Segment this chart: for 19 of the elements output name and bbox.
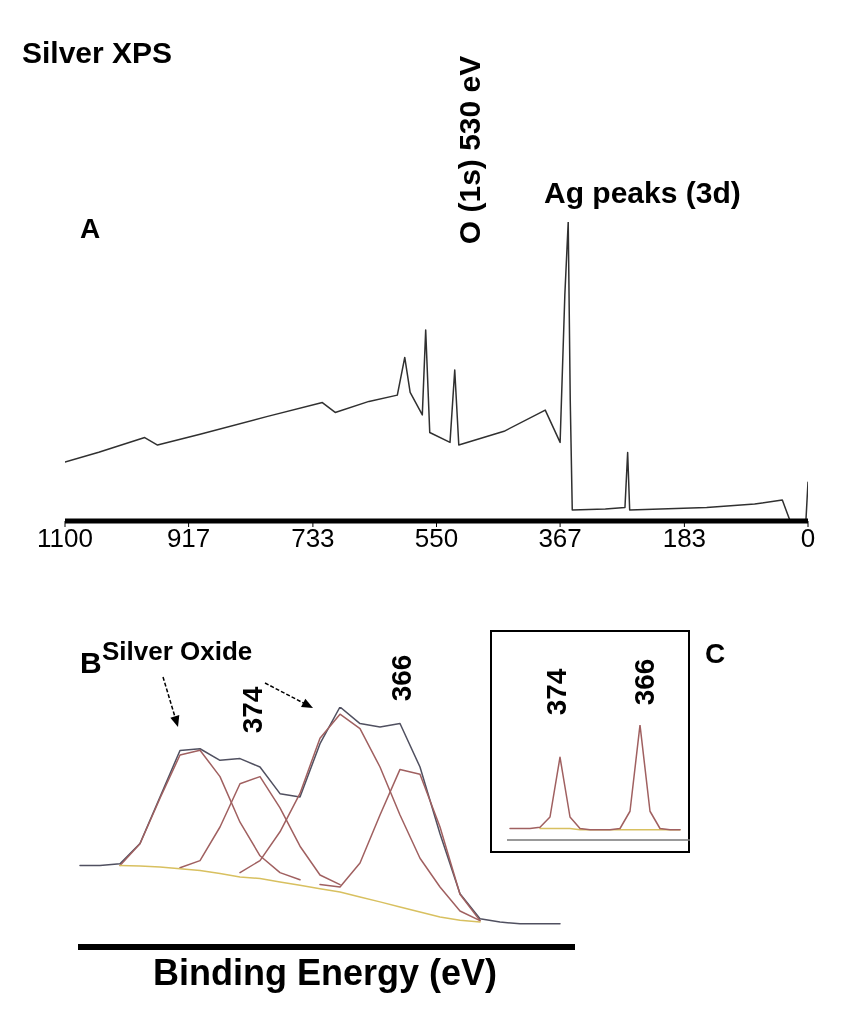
text: 366 bbox=[386, 654, 417, 702]
x-tick-label: 367 bbox=[538, 523, 582, 554]
text: B bbox=[80, 646, 102, 679]
x-tick-label: 550 bbox=[414, 523, 459, 554]
x-tick-label: 183 bbox=[662, 523, 707, 554]
x-tick-label: 0 bbox=[800, 523, 816, 554]
annotation: A bbox=[80, 213, 101, 244]
text: C bbox=[705, 638, 726, 669]
annotation: O (1s) 530 eV bbox=[453, 55, 486, 245]
x-tick-label: 917 bbox=[166, 523, 211, 554]
annotation: 374 bbox=[237, 686, 268, 734]
text: 366 bbox=[629, 658, 660, 706]
x-axis-title: Binding Energy (eV) bbox=[152, 952, 498, 993]
x-tick-label: 1100 bbox=[37, 523, 93, 554]
text: Ag peaks (3d) bbox=[544, 176, 741, 209]
text: Silver Oxide bbox=[102, 636, 253, 666]
x-tick-label: 733 bbox=[291, 523, 335, 554]
chart-title: Silver XPS bbox=[22, 36, 173, 69]
annotation: 374 bbox=[541, 668, 572, 716]
